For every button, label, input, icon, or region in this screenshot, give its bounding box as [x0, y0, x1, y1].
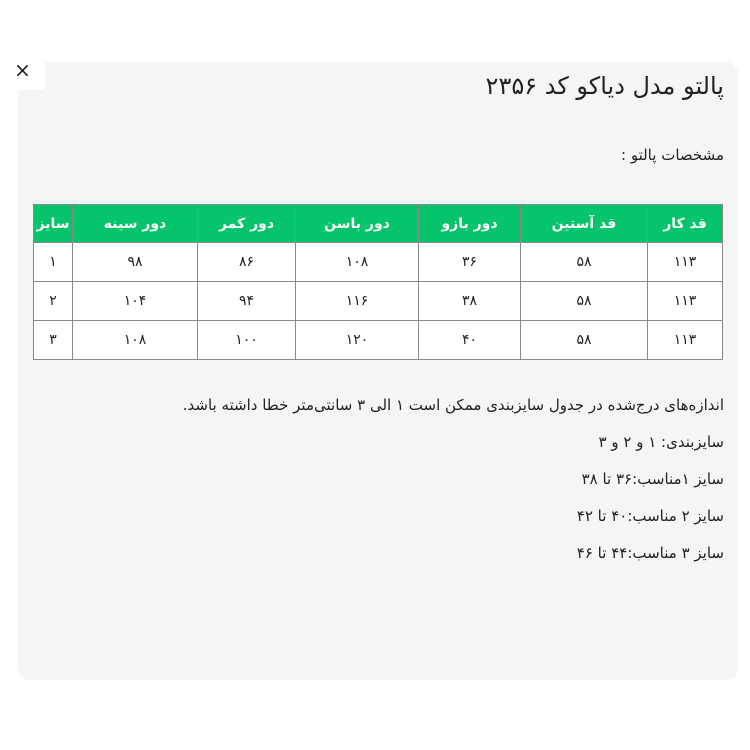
- table-cell: ۴۰: [418, 320, 521, 360]
- table-cell: ۱۱۳: [647, 242, 723, 282]
- table-row: ۱۱۳ ۵۸ ۳۶ ۱۰۸ ۸۶ ۹۸ ۱: [33, 242, 723, 282]
- note-sizes: سایزبندی: ۱ و ۲ و ۳: [598, 433, 724, 451]
- table-cell: ۹۴: [197, 281, 296, 321]
- table-cell: ۱۱۶: [295, 281, 419, 321]
- table-cell: ۱۰۴: [72, 281, 198, 321]
- table-cell: ۵۸: [520, 320, 648, 360]
- table-cell: ۳۶: [418, 242, 521, 282]
- table-row: ۱۱۳ ۵۸ ۴۰ ۱۲۰ ۱۰۰ ۱۰۸ ۳: [33, 320, 723, 360]
- note-tolerance: اندازه‌های درج‌شده در جدول سایزبندی ممکن…: [182, 396, 724, 414]
- col-hip: دور باسن: [295, 204, 419, 243]
- table-cell: ۸۶: [197, 242, 296, 282]
- table-header-row: قد کار قد آستین دور بازو دور باسن دور کم…: [33, 204, 723, 243]
- table-cell: ۵۸: [520, 281, 648, 321]
- table-cell: ۵۸: [520, 242, 648, 282]
- close-button[interactable]: ×: [0, 50, 45, 90]
- table-cell: ۱: [33, 242, 73, 282]
- table-cell: ۱۱۳: [647, 281, 723, 321]
- col-length: قد کار: [647, 204, 723, 243]
- col-sleeve: قد آستین: [520, 204, 648, 243]
- table-row: ۱۱۳ ۵۸ ۳۸ ۱۱۶ ۹۴ ۱۰۴ ۲: [33, 281, 723, 321]
- size-table: قد کار قد آستین دور بازو دور باسن دور کم…: [33, 204, 723, 360]
- table-cell: ۳: [33, 320, 73, 360]
- note-size-1: سایز ۱مناسب:۳۶ تا ۳۸: [581, 470, 724, 488]
- col-waist: دور کمر: [197, 204, 296, 243]
- size-notes: اندازه‌های درج‌شده در جدول سایزبندی ممکن…: [183, 396, 724, 581]
- table-cell: ۱۰۸: [295, 242, 419, 282]
- table-cell: ۱۲۰: [295, 320, 419, 360]
- note-size-2: سایز ۲ مناسب:۴۰ تا ۴۲: [576, 507, 724, 525]
- table-cell: ۲: [33, 281, 73, 321]
- product-spec-panel: پالتو مدل دیاکو کد ۲۳۵۶ مشخصات پالتو : ق…: [18, 62, 738, 680]
- table-cell: ۹۸: [72, 242, 198, 282]
- close-icon: ×: [14, 58, 31, 82]
- table-cell: ۱۱۳: [647, 320, 723, 360]
- table-cell: ۱۰۸: [72, 320, 198, 360]
- product-title: پالتو مدل دیاکو کد ۲۳۵۶: [485, 72, 724, 100]
- table-cell: ۳۸: [418, 281, 521, 321]
- specs-heading: مشخصات پالتو :: [621, 146, 724, 164]
- col-size: سایز: [33, 204, 73, 243]
- col-chest: دور سینه: [72, 204, 198, 243]
- col-arm: دور بازو: [418, 204, 521, 243]
- note-size-3: سایز ۳ مناسب:۴۴ تا ۴۶: [576, 544, 724, 562]
- table-cell: ۱۰۰: [197, 320, 296, 360]
